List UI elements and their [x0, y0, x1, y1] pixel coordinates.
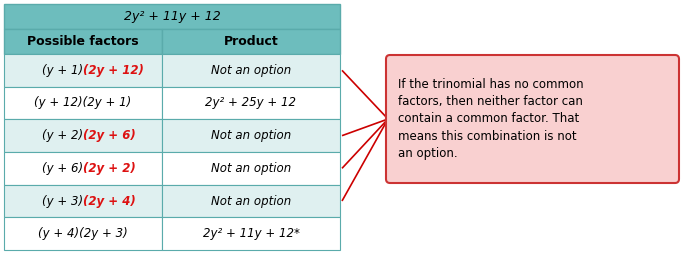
Text: (y + 4)(2y + 3): (y + 4)(2y + 3) [38, 227, 128, 240]
Text: 2y² + 11y + 12: 2y² + 11y + 12 [124, 10, 221, 23]
Text: (2y + 4): (2y + 4) [83, 195, 136, 208]
Text: (2y + 6): (2y + 6) [83, 129, 136, 142]
FancyBboxPatch shape [386, 55, 679, 183]
Text: (2y + 2): (2y + 2) [83, 162, 136, 175]
Text: Not an option: Not an option [211, 195, 291, 208]
Bar [4, 29, 162, 54]
Text: 2y² + 11y + 12*: 2y² + 11y + 12* [203, 227, 300, 240]
Text: If the trinomial has no common
factors, then neither factor can
contain a common: If the trinomial has no common factors, … [398, 78, 584, 160]
Text: Product: Product [223, 35, 278, 48]
Text: (y + 12)(2y + 1): (y + 12)(2y + 1) [34, 97, 132, 109]
Bar [162, 217, 340, 250]
Bar [162, 152, 340, 185]
Text: (y + 3): (y + 3) [42, 195, 83, 208]
Text: Not an option: Not an option [211, 129, 291, 142]
Bar [4, 217, 162, 250]
Bar [162, 119, 340, 152]
Bar [4, 119, 162, 152]
Bar [4, 185, 162, 217]
Bar [4, 87, 162, 119]
Text: (2y + 12): (2y + 12) [83, 64, 144, 77]
Text: Possible factors: Possible factors [27, 35, 139, 48]
Text: (y + 6): (y + 6) [42, 162, 83, 175]
Bar [162, 87, 340, 119]
Text: (y + 2): (y + 2) [42, 129, 83, 142]
Bar [4, 54, 162, 87]
Bar [162, 54, 340, 87]
Text: Not an option: Not an option [211, 162, 291, 175]
Text: Not an option: Not an option [211, 64, 291, 77]
Bar [4, 152, 162, 185]
Bar [4, 4, 340, 29]
Bar [162, 29, 340, 54]
Text: (y + 1): (y + 1) [42, 64, 83, 77]
Text: 2y² + 25y + 12: 2y² + 25y + 12 [205, 97, 297, 109]
Bar [162, 185, 340, 217]
